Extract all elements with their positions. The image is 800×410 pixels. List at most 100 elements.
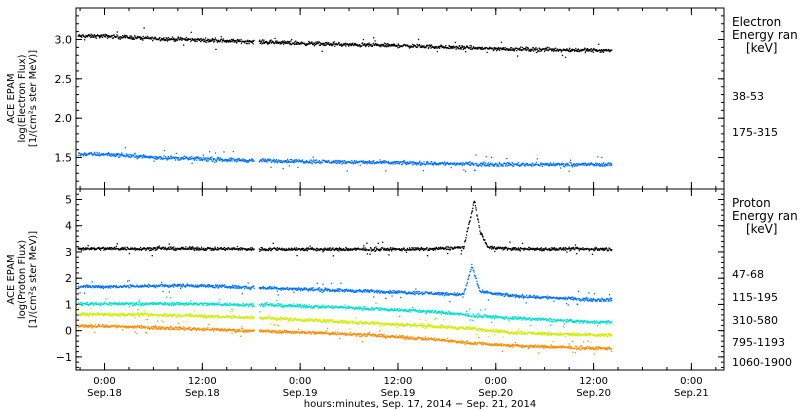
data-point bbox=[379, 44, 382, 46]
data-point bbox=[594, 247, 596, 249]
data-point bbox=[491, 156, 493, 158]
data-point bbox=[499, 49, 501, 52]
data-point bbox=[332, 255, 334, 257]
data-point bbox=[96, 286, 98, 288]
data-point bbox=[506, 249, 508, 251]
data-point bbox=[99, 37, 101, 39]
data-point bbox=[517, 295, 519, 297]
data-point bbox=[438, 294, 440, 296]
data-point bbox=[281, 287, 283, 289]
data-point bbox=[457, 246, 460, 248]
data-point bbox=[334, 160, 336, 162]
data-point bbox=[93, 36, 95, 38]
data-point bbox=[539, 165, 541, 167]
data-point bbox=[134, 249, 136, 251]
data-point bbox=[538, 248, 540, 250]
data-point bbox=[432, 164, 434, 166]
data-point bbox=[408, 247, 411, 249]
data-point bbox=[270, 250, 272, 252]
data-point bbox=[300, 42, 302, 44]
data-point bbox=[226, 287, 229, 289]
data-point bbox=[214, 159, 216, 161]
data-point bbox=[506, 247, 508, 249]
data-point bbox=[490, 162, 492, 164]
data-point bbox=[438, 45, 440, 48]
data-point bbox=[157, 285, 159, 287]
data-point bbox=[525, 47, 527, 50]
data-point bbox=[319, 44, 321, 46]
data-point bbox=[576, 50, 578, 52]
data-point bbox=[80, 248, 82, 250]
data-point bbox=[546, 295, 548, 297]
data-point bbox=[214, 284, 217, 286]
data-point bbox=[148, 248, 150, 250]
data-point bbox=[566, 48, 568, 50]
data-point bbox=[270, 159, 272, 161]
data-point bbox=[139, 36, 141, 38]
data-point bbox=[305, 287, 308, 290]
data-point bbox=[595, 50, 597, 52]
data-point bbox=[374, 250, 377, 252]
data-point bbox=[260, 249, 262, 251]
data-point bbox=[608, 50, 610, 52]
data-point bbox=[368, 161, 370, 163]
data-point bbox=[274, 42, 276, 44]
data-point bbox=[368, 160, 370, 162]
data-point bbox=[245, 248, 247, 250]
data-point bbox=[294, 161, 296, 163]
data-point bbox=[214, 39, 216, 41]
data-point bbox=[306, 250, 308, 252]
data-point bbox=[369, 253, 371, 255]
data-point bbox=[237, 40, 239, 43]
data-point bbox=[551, 49, 554, 51]
data-point bbox=[587, 50, 590, 52]
data-point bbox=[133, 156, 135, 158]
data-point bbox=[469, 47, 471, 49]
data-point bbox=[385, 249, 387, 251]
data-point bbox=[590, 48, 592, 50]
data-point bbox=[161, 157, 164, 160]
data-point bbox=[441, 247, 443, 249]
data-point bbox=[438, 46, 440, 49]
data-point bbox=[591, 248, 593, 250]
data-point bbox=[322, 251, 324, 253]
data-point bbox=[124, 34, 126, 36]
data-point bbox=[241, 286, 243, 288]
data-point bbox=[571, 298, 573, 300]
data-point bbox=[202, 39, 204, 41]
data-point bbox=[519, 165, 521, 167]
data-point bbox=[142, 39, 144, 41]
data-point bbox=[603, 162, 605, 164]
data-point bbox=[165, 249, 168, 251]
data-point bbox=[517, 249, 519, 251]
data-point bbox=[161, 283, 164, 286]
data-point bbox=[588, 292, 590, 294]
data-point bbox=[486, 245, 488, 247]
data-point bbox=[483, 161, 485, 163]
data-point bbox=[313, 249, 315, 251]
data-point bbox=[108, 152, 110, 155]
data-point bbox=[532, 247, 534, 249]
data-point bbox=[567, 49, 569, 52]
data-point bbox=[559, 164, 561, 166]
data-point bbox=[196, 39, 198, 41]
data-point bbox=[488, 163, 490, 166]
data-point bbox=[379, 159, 381, 161]
data-point bbox=[418, 44, 420, 47]
data-point bbox=[425, 46, 427, 48]
data-point bbox=[475, 277, 477, 279]
data-point bbox=[131, 247, 133, 249]
data-point bbox=[107, 36, 109, 38]
data-point bbox=[437, 293, 439, 295]
data-point bbox=[567, 248, 569, 250]
data-point bbox=[434, 162, 436, 165]
data-point bbox=[364, 162, 366, 164]
data-point bbox=[214, 287, 216, 289]
data-point bbox=[401, 161, 404, 163]
data-point bbox=[437, 163, 439, 165]
data-point bbox=[472, 267, 474, 269]
data-point bbox=[325, 44, 327, 46]
data-point bbox=[88, 285, 91, 287]
data-point bbox=[517, 162, 520, 164]
